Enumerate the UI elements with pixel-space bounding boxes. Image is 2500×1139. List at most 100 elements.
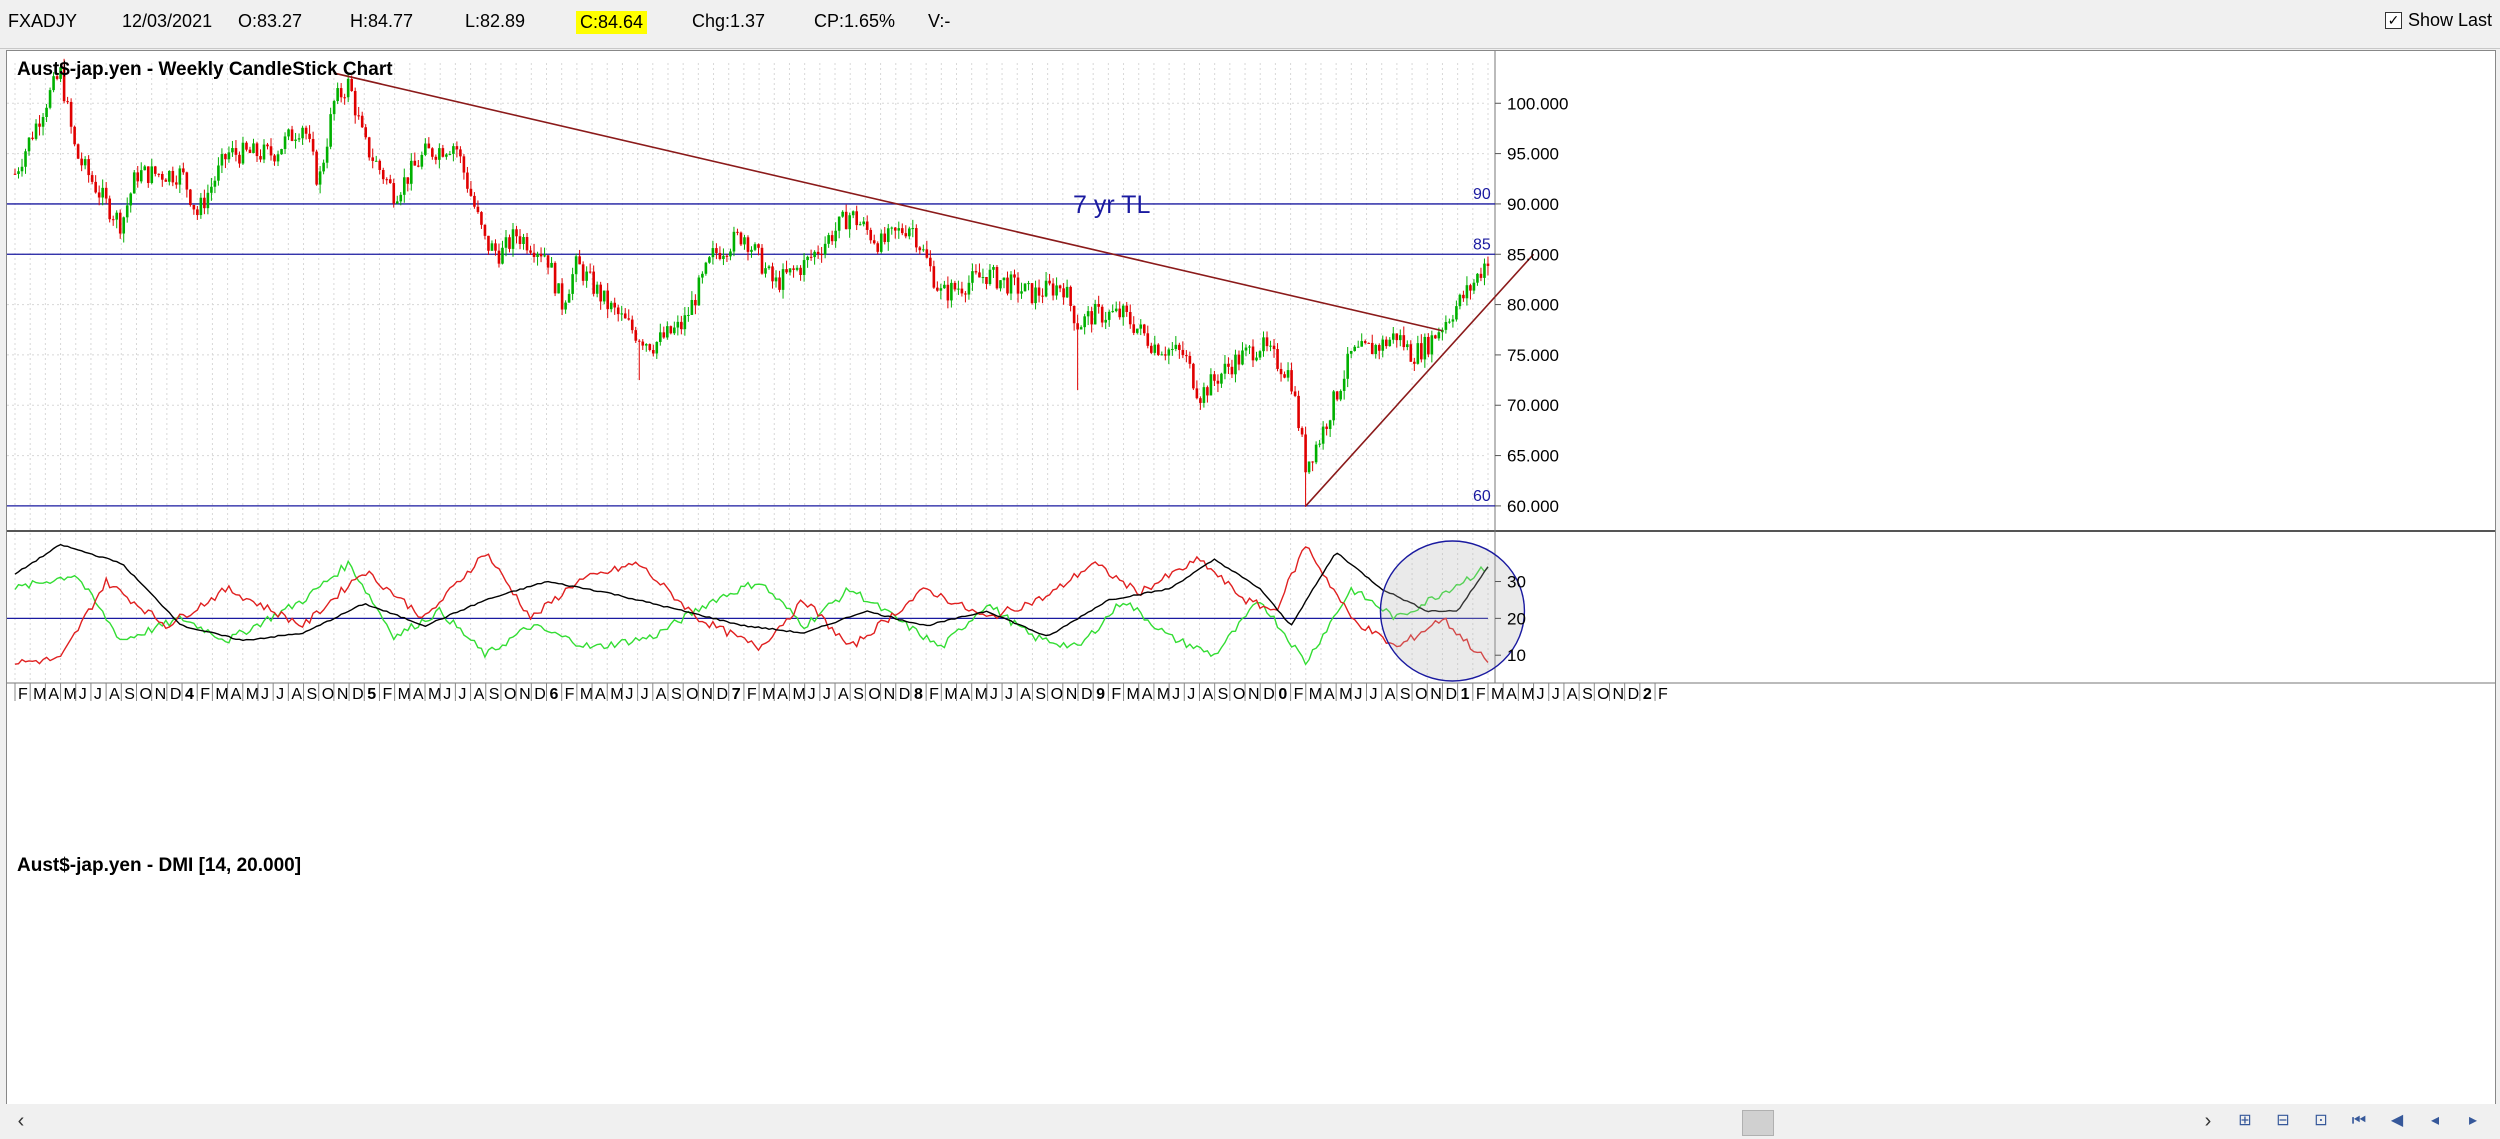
candle-body [213,180,217,187]
candle-body [1304,434,1307,473]
candle-body [1174,344,1178,349]
candle-body [1325,426,1328,429]
x-tick-label: O [686,686,698,703]
x-tick-label: M [33,686,46,703]
trendlines[interactable] [333,72,1535,507]
candle-body [915,228,918,248]
candle-body [385,179,389,181]
candle-body [694,299,697,306]
candle-body [736,231,739,233]
candle-body [1079,327,1083,330]
candle-body [701,273,704,278]
chart-area[interactable]: 90 85 60 100.000 95.000 90.000 85.000 80.000 75… [6,50,2496,1106]
x-tick-label: J [443,686,451,703]
x-tick-label: A [656,686,667,703]
candle-body [83,159,87,166]
x-tick-label: D [170,686,182,703]
uptrend-trendline [1305,253,1535,507]
candle-body [1328,420,1332,429]
jump-start-icon[interactable]: ⏮ [2351,1112,2367,1129]
candle-body [1265,337,1269,347]
candle-body [1283,374,1286,378]
candle-body [669,326,673,334]
candle-body [118,212,122,234]
y-tick-label: 60.000 [1507,497,1559,516]
downtrend-trendline [333,72,1443,332]
candle-body [1272,345,1276,349]
candle-body [722,255,725,259]
x-tick-label: J [94,686,102,703]
candle-body [192,205,196,210]
candle-body [662,332,666,338]
candle-body [80,158,83,166]
candle-body [1132,324,1136,333]
zoom-fit-icon[interactable]: ⊡ [2314,1112,2328,1129]
candle-body [262,144,266,160]
page-back-icon[interactable]: ◀ [2390,1112,2404,1129]
candle-body [922,249,925,251]
candle-body [1402,335,1406,348]
candle-body [778,277,781,290]
candle-body [308,133,311,139]
scroll-right-icon[interactable]: › [2204,1110,2212,1132]
candle-body [217,165,220,181]
scroll-thumb[interactable] [1742,1110,1774,1136]
step-forward-icon[interactable]: ▸ [2468,1112,2478,1129]
dmi-y-tick-label: 30 [1507,573,1526,592]
candle-body [364,127,368,138]
candle-body [1441,329,1444,333]
scrollbar[interactable]: ‹ › ⊞ ⊟ ⊡ ⏮ ◀ ◂ ▸ [0,1104,2500,1139]
candle-body [150,166,154,183]
candle-body [336,88,339,102]
candle-body [227,152,231,160]
candle-body [557,283,560,294]
candle-body [1251,346,1255,361]
candle-body [1097,303,1100,307]
x-tick-label: O [1233,686,1245,703]
candle-body [697,277,701,306]
candle-body [325,146,329,163]
candle-body [322,162,325,172]
x-tick-label: M [1491,686,1504,703]
candle-body [1048,280,1051,284]
candle-body [1420,343,1423,360]
candle-body [94,181,97,193]
zoom-out-icon[interactable]: ⊟ [2276,1112,2290,1129]
candle-body [543,255,546,257]
candle-body [266,144,269,147]
y-tick-label: 70.000 [1507,396,1559,415]
candle-body [641,341,645,346]
candles [13,58,1490,507]
candle-body [1034,287,1037,304]
candle-body [224,154,227,160]
x-tick-label: N [701,686,713,703]
step-back-icon[interactable]: ◂ [2430,1112,2440,1129]
scroll-left-icon[interactable]: ‹ [17,1110,25,1132]
candle-body [806,256,809,261]
candle-body [837,216,841,231]
x-tick-label: A [109,686,120,703]
candle-body [981,277,985,279]
candle-body [339,88,343,98]
candle-body [371,157,375,161]
show-last-checkbox[interactable]: ✓ [2384,12,2402,29]
zoom-in-icon[interactable]: ⊞ [2238,1112,2252,1129]
candle-body [297,138,301,140]
candle-body [62,67,66,102]
show-last-toggle[interactable]: ✓ Show Last [2384,10,2492,31]
candle-body [950,282,953,301]
candle-body [767,266,771,269]
candle-body [1434,335,1437,339]
x-tick-label: M [975,686,988,703]
candle-body [455,146,459,150]
candle-body [196,209,199,216]
candle-body [943,284,946,289]
candle-body [329,114,332,147]
x-tick-label: D [1445,686,1457,703]
candle-body [799,267,802,275]
candle-body [108,198,111,220]
y-tick-label: 90.000 [1507,195,1559,214]
candle-body [360,115,364,128]
candle-body [1086,311,1090,317]
